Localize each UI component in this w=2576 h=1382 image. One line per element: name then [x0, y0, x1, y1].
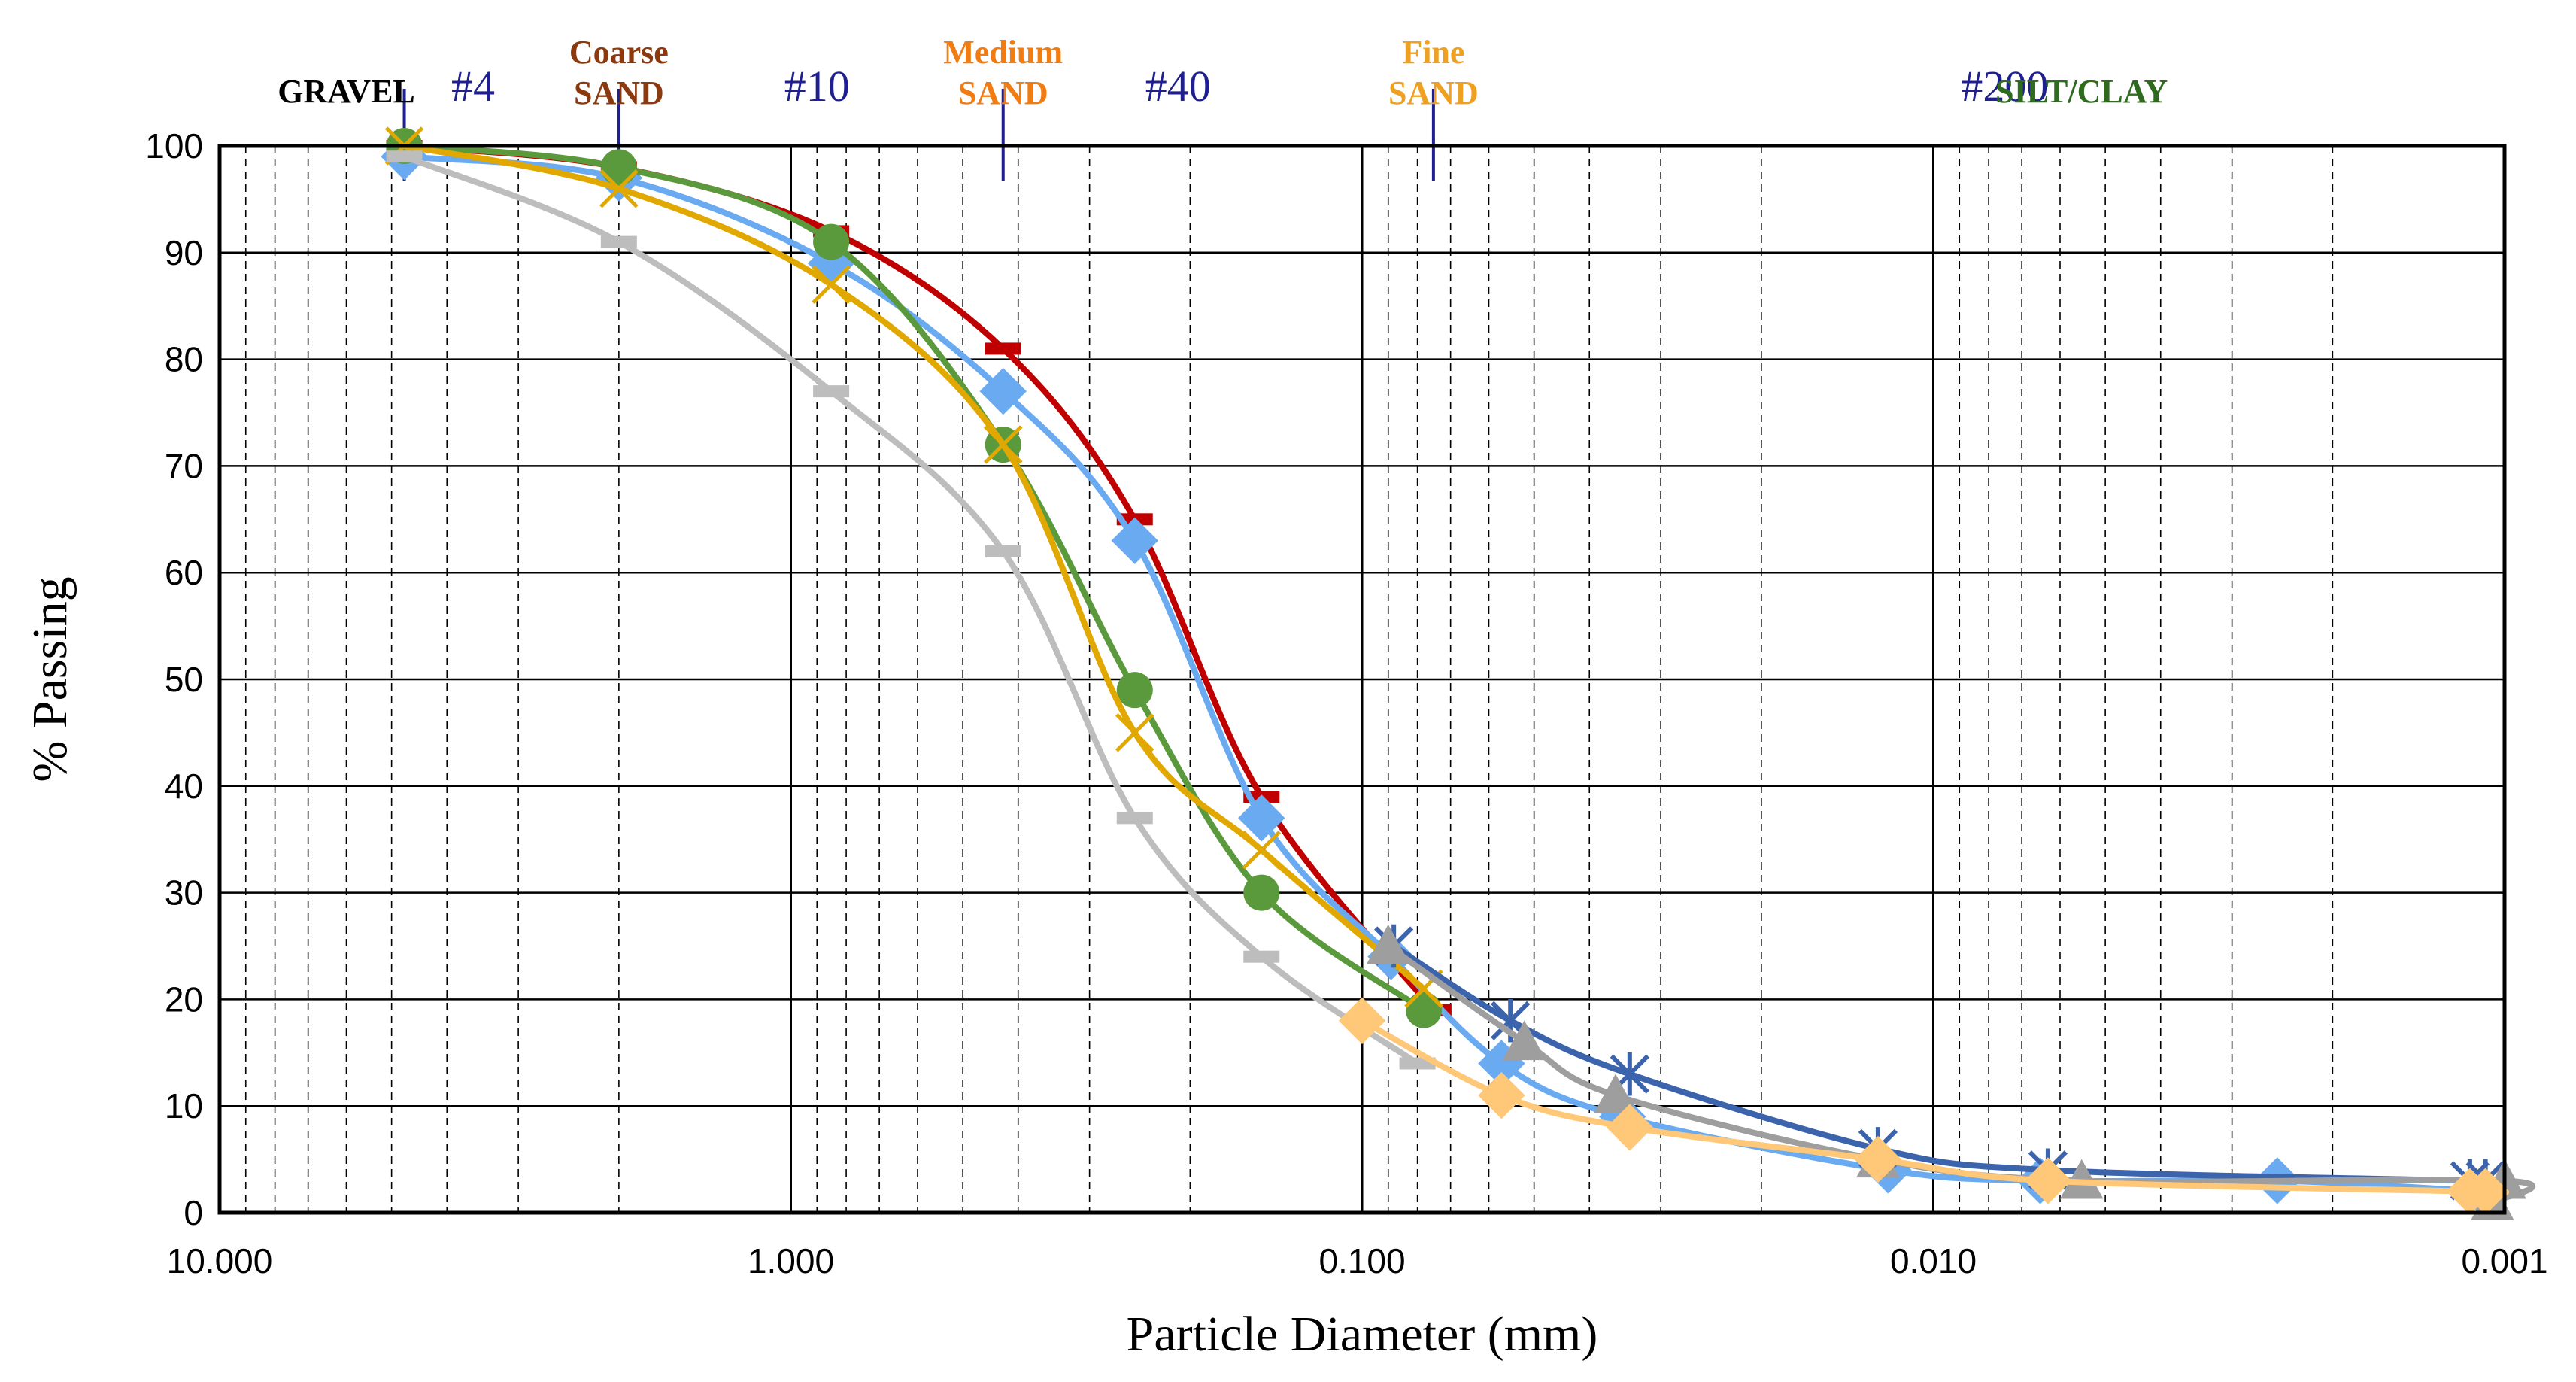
x-tick-label: 10.000	[167, 1241, 273, 1280]
region-label-line: SAND	[574, 74, 664, 111]
series-1	[386, 140, 1452, 1016]
data-point-x	[1242, 831, 1282, 870]
data-point-dash	[1243, 950, 1280, 963]
series-6	[1374, 924, 2510, 1203]
data-point-dash	[985, 545, 1021, 557]
data-point-x	[1115, 713, 1154, 752]
data-point-circle	[1243, 874, 1280, 911]
sieve-markers: #4 #10 #40 #200	[360, 62, 2048, 181]
x-tick-label: 0.010	[1890, 1241, 1977, 1280]
region-label-line: GRAVEL	[278, 73, 415, 110]
y-tick-label: 80	[165, 340, 203, 379]
data-point-diamond	[1338, 997, 1386, 1044]
region-label-line: SAND	[958, 74, 1048, 111]
region-label: GRAVEL	[278, 73, 415, 110]
y-tick-label: 10	[165, 1086, 203, 1125]
data-point-diamond	[1606, 1104, 1654, 1151]
sieve-label: #10	[784, 62, 850, 111]
data-point-x	[812, 265, 851, 305]
series-4	[384, 126, 1443, 1008]
region-label-line: Fine	[1402, 34, 1464, 71]
data-point-circle	[1116, 672, 1153, 709]
data-point-triangle	[2059, 1159, 2104, 1199]
sieve-label: #200	[1961, 62, 2048, 111]
data-point-circle	[813, 223, 850, 260]
y-tick-label: 90	[165, 233, 203, 272]
series-line	[401, 143, 1427, 992]
y-tick-label: 50	[165, 660, 203, 699]
x-axis-title: Particle Diameter (mm)	[1127, 1307, 1598, 1362]
y-tick-label: 60	[165, 553, 203, 592]
data-point-diamond	[2024, 1157, 2072, 1204]
region-label: Coarse SAND	[569, 34, 669, 111]
series-line	[401, 153, 1421, 1067]
data-point-diamond	[1478, 1071, 1525, 1119]
data-point-diamond	[1111, 517, 1158, 564]
data-point-triangle	[1366, 924, 1410, 964]
region-label-line: SILT/CLAY	[1995, 73, 2168, 110]
y-tick-label: 0	[184, 1193, 203, 1232]
data-point-diamond	[1854, 1135, 1902, 1183]
region-label: SILT/CLAY	[1995, 73, 2168, 110]
series-line	[401, 143, 1437, 1013]
data-point-diamond	[1238, 794, 1285, 842]
data-point-dash	[600, 235, 637, 248]
data-point-x	[983, 425, 1023, 464]
plot-frame	[217, 144, 2507, 1215]
data-point-circle	[1405, 992, 1442, 1028]
data-point-diamond	[979, 367, 1027, 415]
y-tick-label: 20	[165, 980, 203, 1019]
x-tick-label: 0.100	[1318, 1241, 1405, 1280]
series-line	[1391, 943, 2510, 1185]
y-tick-label: 70	[165, 446, 203, 485]
region-label: Fine SAND	[1388, 34, 1479, 111]
y-axis-title: % Passing	[23, 576, 77, 782]
data-point-triangle	[1502, 1020, 1546, 1061]
x-tick-label: 1.000	[748, 1241, 834, 1280]
data-point-diamond	[2462, 1168, 2509, 1215]
sieve-label: #40	[1145, 62, 1211, 111]
region-label-line: SAND	[1388, 74, 1479, 111]
x-tick-label: 0.001	[2461, 1241, 2547, 1280]
region-label-line: Medium	[943, 34, 1063, 71]
data-point-dash	[985, 342, 1021, 355]
data-point-dash	[1116, 812, 1153, 825]
data-point-x	[599, 169, 639, 208]
sieve-label: #4	[451, 62, 495, 111]
data-point-dash	[813, 385, 850, 398]
series-line	[401, 153, 2484, 1195]
series-8	[1338, 997, 2510, 1215]
tick-labels: 0 10 20 30 40 50 60 70 80 90 100 10.000 1.000 0.100 0.…	[145, 126, 2547, 1280]
data-series	[381, 126, 2535, 1220]
data-point-circle	[600, 149, 637, 186]
series-5	[386, 150, 1436, 1070]
y-tick-label: 40	[165, 767, 203, 806]
data-point-dash	[386, 150, 423, 163]
grid	[220, 144, 2506, 1214]
y-tick-label: 100	[145, 126, 203, 166]
y-tick-label: 30	[165, 873, 203, 913]
data-point-triangle	[1594, 1074, 1637, 1114]
region-label: Medium SAND	[943, 34, 1063, 111]
region-label-line: Coarse	[569, 34, 669, 71]
